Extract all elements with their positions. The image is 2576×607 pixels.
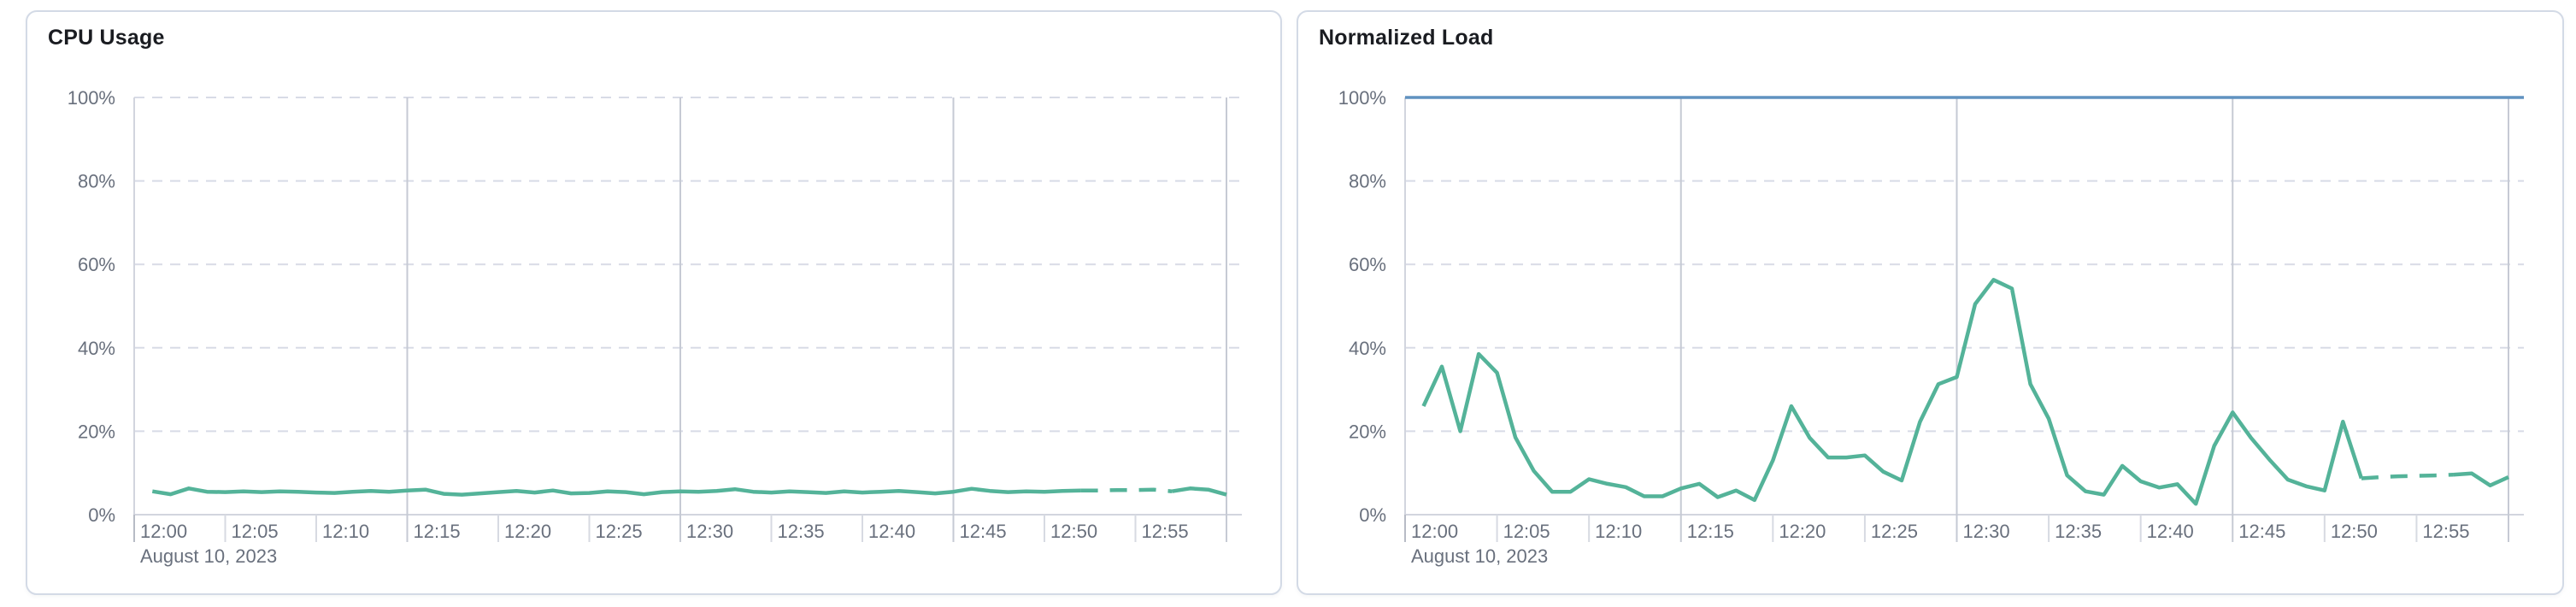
x-tick-label: 12:10 [1595,521,1642,542]
x-tick-label: 12:50 [2331,521,2378,542]
x-tick-label: 12:55 [2422,521,2469,542]
y-tick-label: 0% [1359,504,1386,526]
cpu-usage-line [151,486,1081,497]
y-tick-label: 20% [1349,421,1386,442]
chart-title-normalized-load: Normalized Load [1319,26,1494,50]
cpu-usage-line-tail [1171,486,1227,497]
normalized-load-line [1421,278,2364,506]
x-tick-label: 12:10 [322,521,369,542]
x-tick-label: 12:00 [1411,521,1458,542]
x-tick-label: 12:30 [686,521,733,542]
chart-title-cpu-usage: CPU Usage [48,26,165,50]
cpu-usage-chart[interactable]: 12:00 12:05 12:10 12:15 12:20 12:25 12:30 12:35… [27,12,1280,593]
x-tick-label: 12:05 [1503,521,1550,542]
cpu-usage-line-dashed [1080,487,1173,493]
y-tick-label: 100% [68,87,115,109]
y-tick-label: 40% [78,338,115,359]
x-tick-label: 12:05 [232,521,279,542]
normalized-load-plot-svg: 12:00 12:05 12:10 12:15 12:20 12:25 12:30 12:35… [1338,87,2524,567]
y-tick-label: 60% [1349,254,1386,275]
panel-normalized-load: 12:00 12:05 12:10 12:15 12:20 12:25 12:30 12:35… [1297,10,2564,595]
date-label: August 10, 2023 [1411,545,1548,567]
x-tick-label: 12:40 [868,521,915,542]
cpu-usage-plot-svg: 12:00 12:05 12:10 12:15 12:20 12:25 12:30 12:35… [68,87,1242,567]
x-tick-label: 12:15 [414,521,461,542]
normalized-load-line-tail [2453,471,2509,488]
x-tick-label: 12:45 [960,521,1007,542]
x-tick-label: 12:20 [504,521,551,542]
x-tick-label: 12:45 [2238,521,2285,542]
y-tick-label: 40% [1349,338,1386,359]
x-tick-label: 12:55 [1142,521,1189,542]
x-tick-label: 12:25 [596,521,643,542]
normalized-load-chart[interactable]: 12:00 12:05 12:10 12:15 12:20 12:25 12:30 12:35… [1298,12,2562,593]
x-tick-label: 12:35 [2055,521,2102,542]
x-tick-label: 12:30 [1963,521,2010,542]
x-tick-label: 12:25 [1871,521,1918,542]
y-tick-label: 20% [78,421,115,442]
x-tick-label: 12:20 [1779,521,1826,542]
x-tick-label: 12:35 [778,521,825,542]
y-tick-label: 80% [1349,171,1386,192]
y-tick-label: 80% [78,171,115,192]
x-tick-label: 12:00 [140,521,187,542]
x-tick-label: 12:40 [2147,521,2194,542]
panel-cpu-usage: 12:00 12:05 12:10 12:15 12:20 12:25 12:30 12:35… [26,10,1282,595]
x-tick-label: 12:15 [1687,521,1734,542]
normalized-load-line-dashed [2361,472,2454,480]
y-tick-label: 0% [88,504,115,526]
date-label: August 10, 2023 [140,545,277,567]
y-tick-label: 100% [1338,87,1386,109]
x-tick-label: 12:50 [1050,521,1097,542]
y-tick-label: 60% [78,254,115,275]
